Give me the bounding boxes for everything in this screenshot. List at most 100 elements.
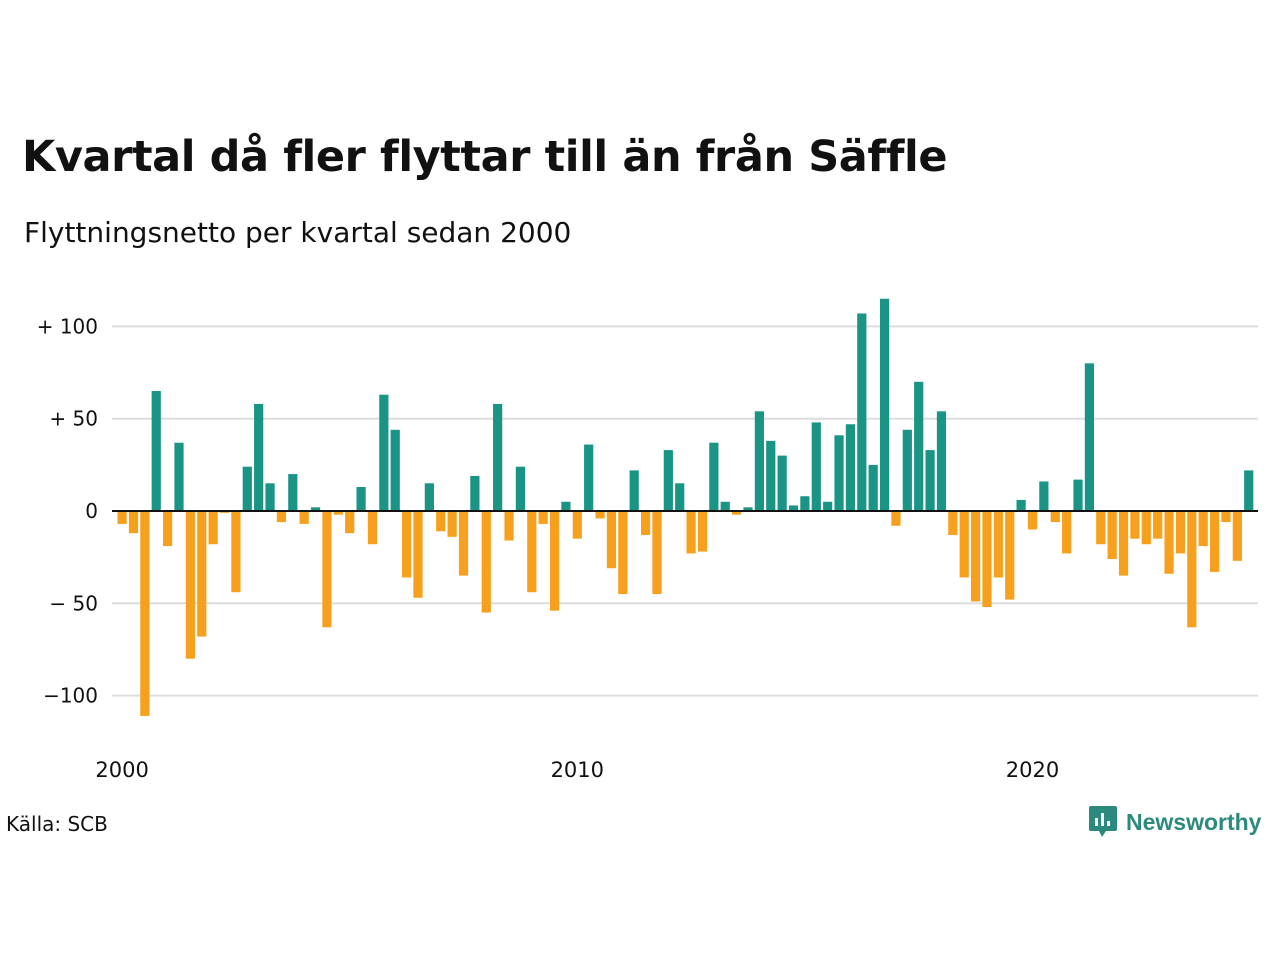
bar <box>720 501 730 511</box>
x-tick-label: 2010 <box>551 758 604 782</box>
bar <box>345 511 355 534</box>
y-tick-label: + 50 <box>49 407 98 431</box>
bar <box>299 511 309 524</box>
bar <box>481 511 491 613</box>
bar <box>1153 511 1163 539</box>
bar <box>356 487 366 511</box>
bar <box>1118 511 1129 576</box>
bar <box>606 511 617 569</box>
bar <box>333 511 343 515</box>
bar <box>1005 511 1015 600</box>
bar <box>891 511 901 526</box>
bar <box>1016 499 1026 511</box>
bar <box>629 470 639 511</box>
y-tick-label: 0 <box>85 499 98 523</box>
y-tick-label: + 100 <box>37 314 98 338</box>
bar <box>686 511 696 554</box>
bar <box>1141 511 1151 545</box>
chart-title: Kvartal då fler flyttar till än från Säf… <box>22 132 948 182</box>
bar <box>1027 511 1038 530</box>
bar <box>709 442 719 511</box>
bar <box>424 483 434 511</box>
bar <box>128 511 139 534</box>
bar <box>1175 511 1186 554</box>
bar <box>925 450 935 511</box>
bar <box>310 507 321 511</box>
bar <box>971 511 981 602</box>
bar <box>117 511 127 524</box>
gridlines <box>112 325 1258 697</box>
bar <box>663 450 673 511</box>
bar <box>959 511 969 578</box>
bar <box>697 511 708 552</box>
bar <box>948 511 958 535</box>
bar <box>390 429 400 511</box>
bar <box>823 501 833 511</box>
bar <box>504 511 514 541</box>
bar <box>1130 511 1140 539</box>
bar <box>208 511 218 545</box>
bar <box>231 511 241 593</box>
bar <box>561 501 571 511</box>
newsworthy-logo: Newsworthy <box>1088 804 1261 840</box>
bar <box>413 511 423 598</box>
bar <box>982 511 992 607</box>
bar <box>1050 511 1060 523</box>
bar <box>458 511 469 576</box>
brand-name: Newsworthy <box>1126 808 1262 835</box>
bar <box>652 511 662 595</box>
x-axis-tick-labels: 2000 2010 2020 <box>95 758 1059 782</box>
bar <box>185 511 195 659</box>
bar <box>675 483 685 511</box>
bar <box>800 496 810 511</box>
bar <box>276 511 287 523</box>
y-tick-label: −100 <box>43 684 98 708</box>
bar <box>1232 511 1242 561</box>
newsworthy-logo-icon <box>1089 806 1117 837</box>
bar <box>538 511 548 524</box>
bar <box>743 507 753 511</box>
bar <box>914 381 924 511</box>
bar <box>515 466 525 511</box>
bar <box>447 511 457 537</box>
y-axis-tick-labels: + 100 + 50 0 − 50 −100 <box>37 314 98 707</box>
bar <box>288 474 298 511</box>
bar <box>379 394 389 511</box>
bar <box>197 511 207 637</box>
bar <box>493 403 503 511</box>
bar <box>140 511 150 716</box>
source-note: Källa: SCB <box>6 812 108 836</box>
bar <box>766 440 776 511</box>
bar <box>265 483 275 511</box>
bar <box>1244 470 1254 511</box>
bar <box>618 511 628 595</box>
bar <box>584 444 594 511</box>
bar <box>777 455 787 511</box>
bar <box>242 466 252 511</box>
bar <box>163 511 173 547</box>
bar <box>470 475 480 511</box>
bar <box>732 511 742 515</box>
bar <box>1209 511 1220 572</box>
bar <box>1221 511 1231 523</box>
bar <box>1062 511 1072 554</box>
bar <box>902 429 912 511</box>
bar <box>436 511 446 532</box>
bar <box>151 391 161 511</box>
bar <box>1198 511 1208 547</box>
bar <box>595 511 605 519</box>
bar <box>322 511 332 628</box>
bar <box>857 313 867 511</box>
bar <box>754 411 764 511</box>
bar <box>868 464 878 511</box>
bar <box>811 422 821 511</box>
bar <box>174 442 184 511</box>
bar <box>1096 511 1106 545</box>
bar <box>788 505 799 511</box>
x-tick-label: 2000 <box>95 758 148 782</box>
bar <box>527 511 537 593</box>
x-tick-label: 2020 <box>1006 758 1059 782</box>
bar <box>549 511 560 611</box>
bar <box>845 424 856 511</box>
bar <box>1084 363 1094 511</box>
